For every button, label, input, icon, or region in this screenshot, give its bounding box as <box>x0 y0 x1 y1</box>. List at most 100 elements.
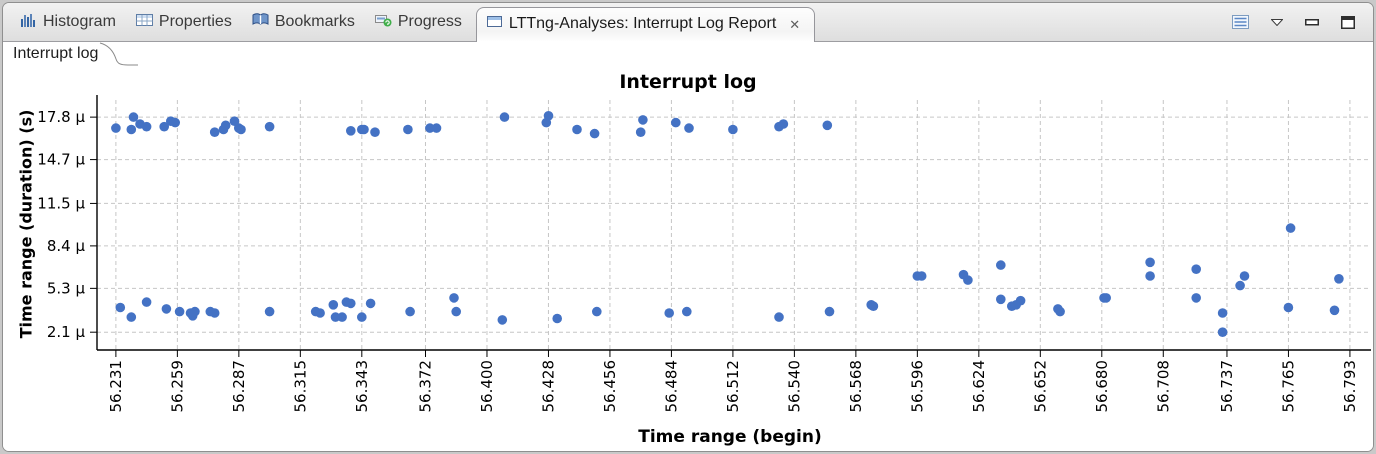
x-tick-label: 56.400 <box>478 360 496 413</box>
chart-title: Interrupt log <box>619 71 757 93</box>
subtab-edge-curve <box>98 42 139 66</box>
x-tick-label: 56.343 <box>353 360 371 413</box>
view-menu-icon[interactable] <box>1232 15 1249 29</box>
x-tick-label: 56.484 <box>662 360 680 413</box>
data-point <box>499 112 510 122</box>
x-tick-label: 56.737 <box>1218 360 1236 413</box>
data-point <box>589 128 600 139</box>
data-point <box>1145 257 1155 268</box>
data-point <box>635 127 646 137</box>
data-point <box>1334 274 1344 284</box>
data-point <box>1235 280 1245 291</box>
data-point <box>141 297 152 307</box>
data-point <box>161 304 172 314</box>
histogram-icon <box>21 13 37 32</box>
data-point <box>236 124 246 135</box>
view-menu-dropdown-icon[interactable] <box>1271 18 1283 26</box>
data-point <box>996 260 1006 270</box>
tab-properties[interactable]: Properties <box>126 3 242 41</box>
data-point <box>1191 264 1201 274</box>
maximize-icon[interactable] <box>1341 15 1355 29</box>
data-point <box>209 308 220 318</box>
data-point <box>405 306 415 317</box>
data-point <box>170 117 180 128</box>
data-point <box>111 123 121 133</box>
data-point <box>359 124 369 135</box>
x-tick-label: 56.568 <box>847 360 865 413</box>
y-tick-label: 5.3 µ <box>47 279 86 297</box>
x-tick-label: 56.540 <box>785 360 803 413</box>
tab-label: Histogram <box>43 13 116 30</box>
subtab-interrupt-log[interactable]: Interrupt log <box>3 42 140 66</box>
view-toolbar <box>1232 3 1373 41</box>
data-point <box>190 306 200 317</box>
data-point <box>159 121 169 132</box>
data-point <box>684 123 694 133</box>
x-tick-label: 56.231 <box>107 360 125 413</box>
data-point <box>592 306 602 317</box>
data-point <box>916 271 927 281</box>
x-tick-label: 56.259 <box>168 360 186 413</box>
x-tick-label: 56.708 <box>1154 360 1172 413</box>
y-axis-title: Time range (duration) (s) <box>16 109 36 339</box>
data-point <box>174 306 185 317</box>
x-tick-label: 56.624 <box>970 360 988 413</box>
data-point <box>346 298 356 309</box>
data-point <box>220 120 231 131</box>
window-icon <box>486 15 502 33</box>
interrupt-scatter-chart[interactable]: 2.1 µ 5.3 µ 8.4 µ 11.5 µ 14.7 µ 17.8 µ 56.231 5… <box>3 66 1373 452</box>
progress-icon <box>374 12 392 32</box>
data-point <box>451 306 462 317</box>
data-point <box>1329 305 1340 316</box>
tab-label: LTTng-Analyses: Interrupt Log Report <box>508 15 777 32</box>
data-point <box>664 308 674 318</box>
data-point <box>497 315 508 325</box>
data-point <box>868 301 879 311</box>
data-point <box>1217 327 1228 338</box>
data-point <box>126 124 137 135</box>
tab-progress[interactable]: Progress <box>365 3 472 41</box>
data-point <box>1283 302 1294 313</box>
data-point <box>822 120 833 131</box>
data-point <box>728 124 738 135</box>
data-point <box>209 127 220 137</box>
tab-bookmarks[interactable]: Bookmarks <box>242 3 365 41</box>
tab-label: Bookmarks <box>274 13 355 30</box>
close-icon[interactable]: ✕ <box>789 16 801 32</box>
y-tick-label: 17.8 µ <box>37 108 85 126</box>
bookmarks-icon <box>252 12 269 32</box>
data-point <box>449 293 459 303</box>
properties-icon <box>135 13 153 32</box>
view-tab-bar: Histogram Properties Book <box>3 3 1373 42</box>
minimize-icon[interactable] <box>1305 18 1319 26</box>
data-point <box>330 312 341 322</box>
tab-histogram[interactable]: Histogram <box>11 3 126 41</box>
data-point <box>128 112 139 122</box>
x-tick-label: 56.512 <box>724 360 742 413</box>
data-point <box>431 123 442 133</box>
data-point <box>1055 306 1065 317</box>
data-point <box>996 294 1006 305</box>
data-point <box>572 124 582 135</box>
data-point <box>1101 293 1111 303</box>
data-point <box>543 111 554 121</box>
data-point <box>115 302 126 313</box>
data-point <box>963 275 973 285</box>
tab-label: Progress <box>397 13 462 30</box>
data-point <box>638 115 648 125</box>
data-point <box>346 126 356 136</box>
data-point <box>264 121 275 132</box>
data-point <box>824 306 835 317</box>
data-point <box>141 121 152 132</box>
subtab-label: Interrupt log <box>13 45 99 62</box>
x-tick-label: 56.652 <box>1031 360 1049 413</box>
data-point <box>1239 271 1250 281</box>
data-point <box>425 123 435 133</box>
y-tick-label: 8.4 µ <box>47 237 86 255</box>
tab-lttng-analyses-report[interactable]: LTTng-Analyses: Interrupt Log Report ✕ <box>475 7 816 42</box>
x-tick-label: 56.287 <box>230 360 248 413</box>
y-tick-label: 14.7 µ <box>37 151 85 169</box>
tab-label: Properties <box>158 13 232 30</box>
data-point <box>357 312 367 322</box>
